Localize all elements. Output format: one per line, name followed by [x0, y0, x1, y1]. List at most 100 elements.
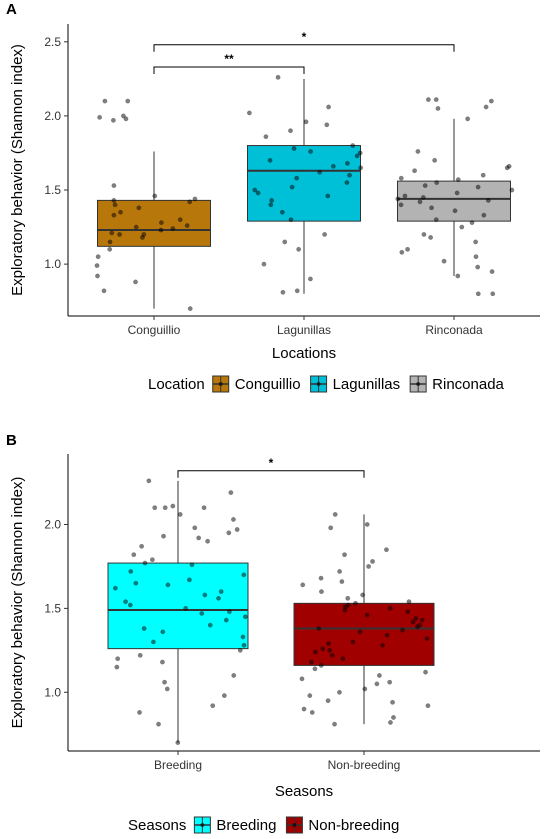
data-point [183, 605, 189, 611]
data-point [350, 639, 356, 645]
y-tick-label: 1.5 [44, 183, 61, 197]
panel-b: B 1.0 1.5 2.0 Exploratory behavior (Shannon … [6, 432, 540, 834]
data-point [488, 98, 494, 104]
points-non-breeding [299, 511, 431, 727]
significance-bracket: ** [153, 52, 305, 74]
legend-key: Breeding [193, 816, 276, 834]
data-point [415, 149, 421, 154]
data-point [434, 180, 440, 186]
data-point [342, 552, 348, 558]
significance-label: ** [224, 52, 234, 66]
data-point [128, 569, 134, 574]
data-point [362, 686, 368, 692]
data-point [364, 612, 370, 618]
data-point [109, 230, 115, 236]
data-point [509, 187, 515, 193]
data-point [97, 114, 103, 120]
y-tick-label: 2.5 [44, 35, 61, 49]
data-point [261, 261, 267, 267]
data-point [120, 113, 126, 119]
box-conguillio [97, 151, 211, 309]
y-tick-label: 1.0 [44, 257, 61, 271]
points-conguillio [94, 98, 198, 312]
data-point [127, 602, 133, 608]
legend: Seasons Breeding Non-breeding [128, 816, 399, 834]
data-point [319, 589, 324, 595]
data-point [161, 533, 166, 539]
data-point [240, 634, 246, 640]
data-point [288, 217, 294, 223]
data-point [357, 629, 363, 635]
data-point [421, 232, 427, 237]
data-point [139, 543, 145, 549]
data-point [318, 575, 324, 581]
data-point [282, 239, 288, 245]
data-point [207, 622, 213, 628]
data-point [123, 599, 128, 605]
significance-bracket: * [153, 30, 455, 52]
data-point [395, 196, 401, 202]
data-point [376, 673, 382, 678]
panel-a: A 1.0 1.5 2.0 2.5 Exploratory behavior (Shann… [6, 1, 540, 393]
data-point [480, 172, 486, 178]
data-point [489, 269, 495, 274]
data-point [162, 679, 168, 685]
data-point [175, 740, 181, 746]
legend-key-point [292, 823, 297, 827]
data-point [465, 116, 471, 122]
legend-label: Non-breeding [308, 817, 399, 834]
data-point [414, 624, 420, 630]
legend-key: Conguillio [212, 375, 301, 393]
data-point [391, 714, 396, 720]
data-point [170, 226, 176, 231]
data-point [459, 224, 465, 230]
data-point [110, 117, 116, 123]
data-point [344, 180, 350, 186]
iqr-box [293, 602, 435, 666]
data-point [160, 629, 166, 635]
legend-label: Lagunillas [333, 376, 401, 393]
data-point [146, 478, 152, 484]
legend-key: Rinconada [409, 375, 505, 393]
iqr-box [97, 199, 211, 247]
data-point [406, 599, 412, 605]
data-point [102, 98, 108, 104]
data-point [332, 511, 338, 517]
data-point [107, 246, 113, 252]
data-point [268, 202, 274, 208]
data-point [231, 673, 237, 678]
legend-title: Location [148, 376, 205, 393]
data-point [269, 197, 275, 203]
data-point [280, 289, 286, 295]
data-point [454, 190, 460, 196]
points-rinconada [395, 97, 515, 297]
data-point [340, 656, 346, 662]
data-point [141, 626, 147, 631]
data-point [432, 157, 438, 163]
data-point [177, 217, 183, 223]
data-point [136, 205, 142, 211]
data-point [241, 572, 247, 578]
data-point [112, 202, 118, 208]
data-point [241, 642, 247, 648]
data-point [112, 585, 118, 591]
data-point [226, 609, 232, 615]
points-breeding [112, 478, 248, 746]
data-point [111, 183, 117, 189]
data-point [300, 582, 306, 588]
data-point [159, 659, 165, 665]
legend-key-point [218, 382, 223, 386]
data-point [218, 589, 224, 595]
data-point [490, 291, 496, 297]
data-point [158, 220, 164, 226]
data-point [473, 254, 479, 260]
data-point [299, 676, 305, 682]
data-point [296, 246, 302, 252]
data-point [192, 525, 198, 531]
y-tick-label: 2.0 [44, 109, 61, 123]
data-point [429, 205, 435, 211]
data-point [199, 610, 205, 616]
data-point [101, 288, 107, 294]
data-point [441, 258, 447, 264]
